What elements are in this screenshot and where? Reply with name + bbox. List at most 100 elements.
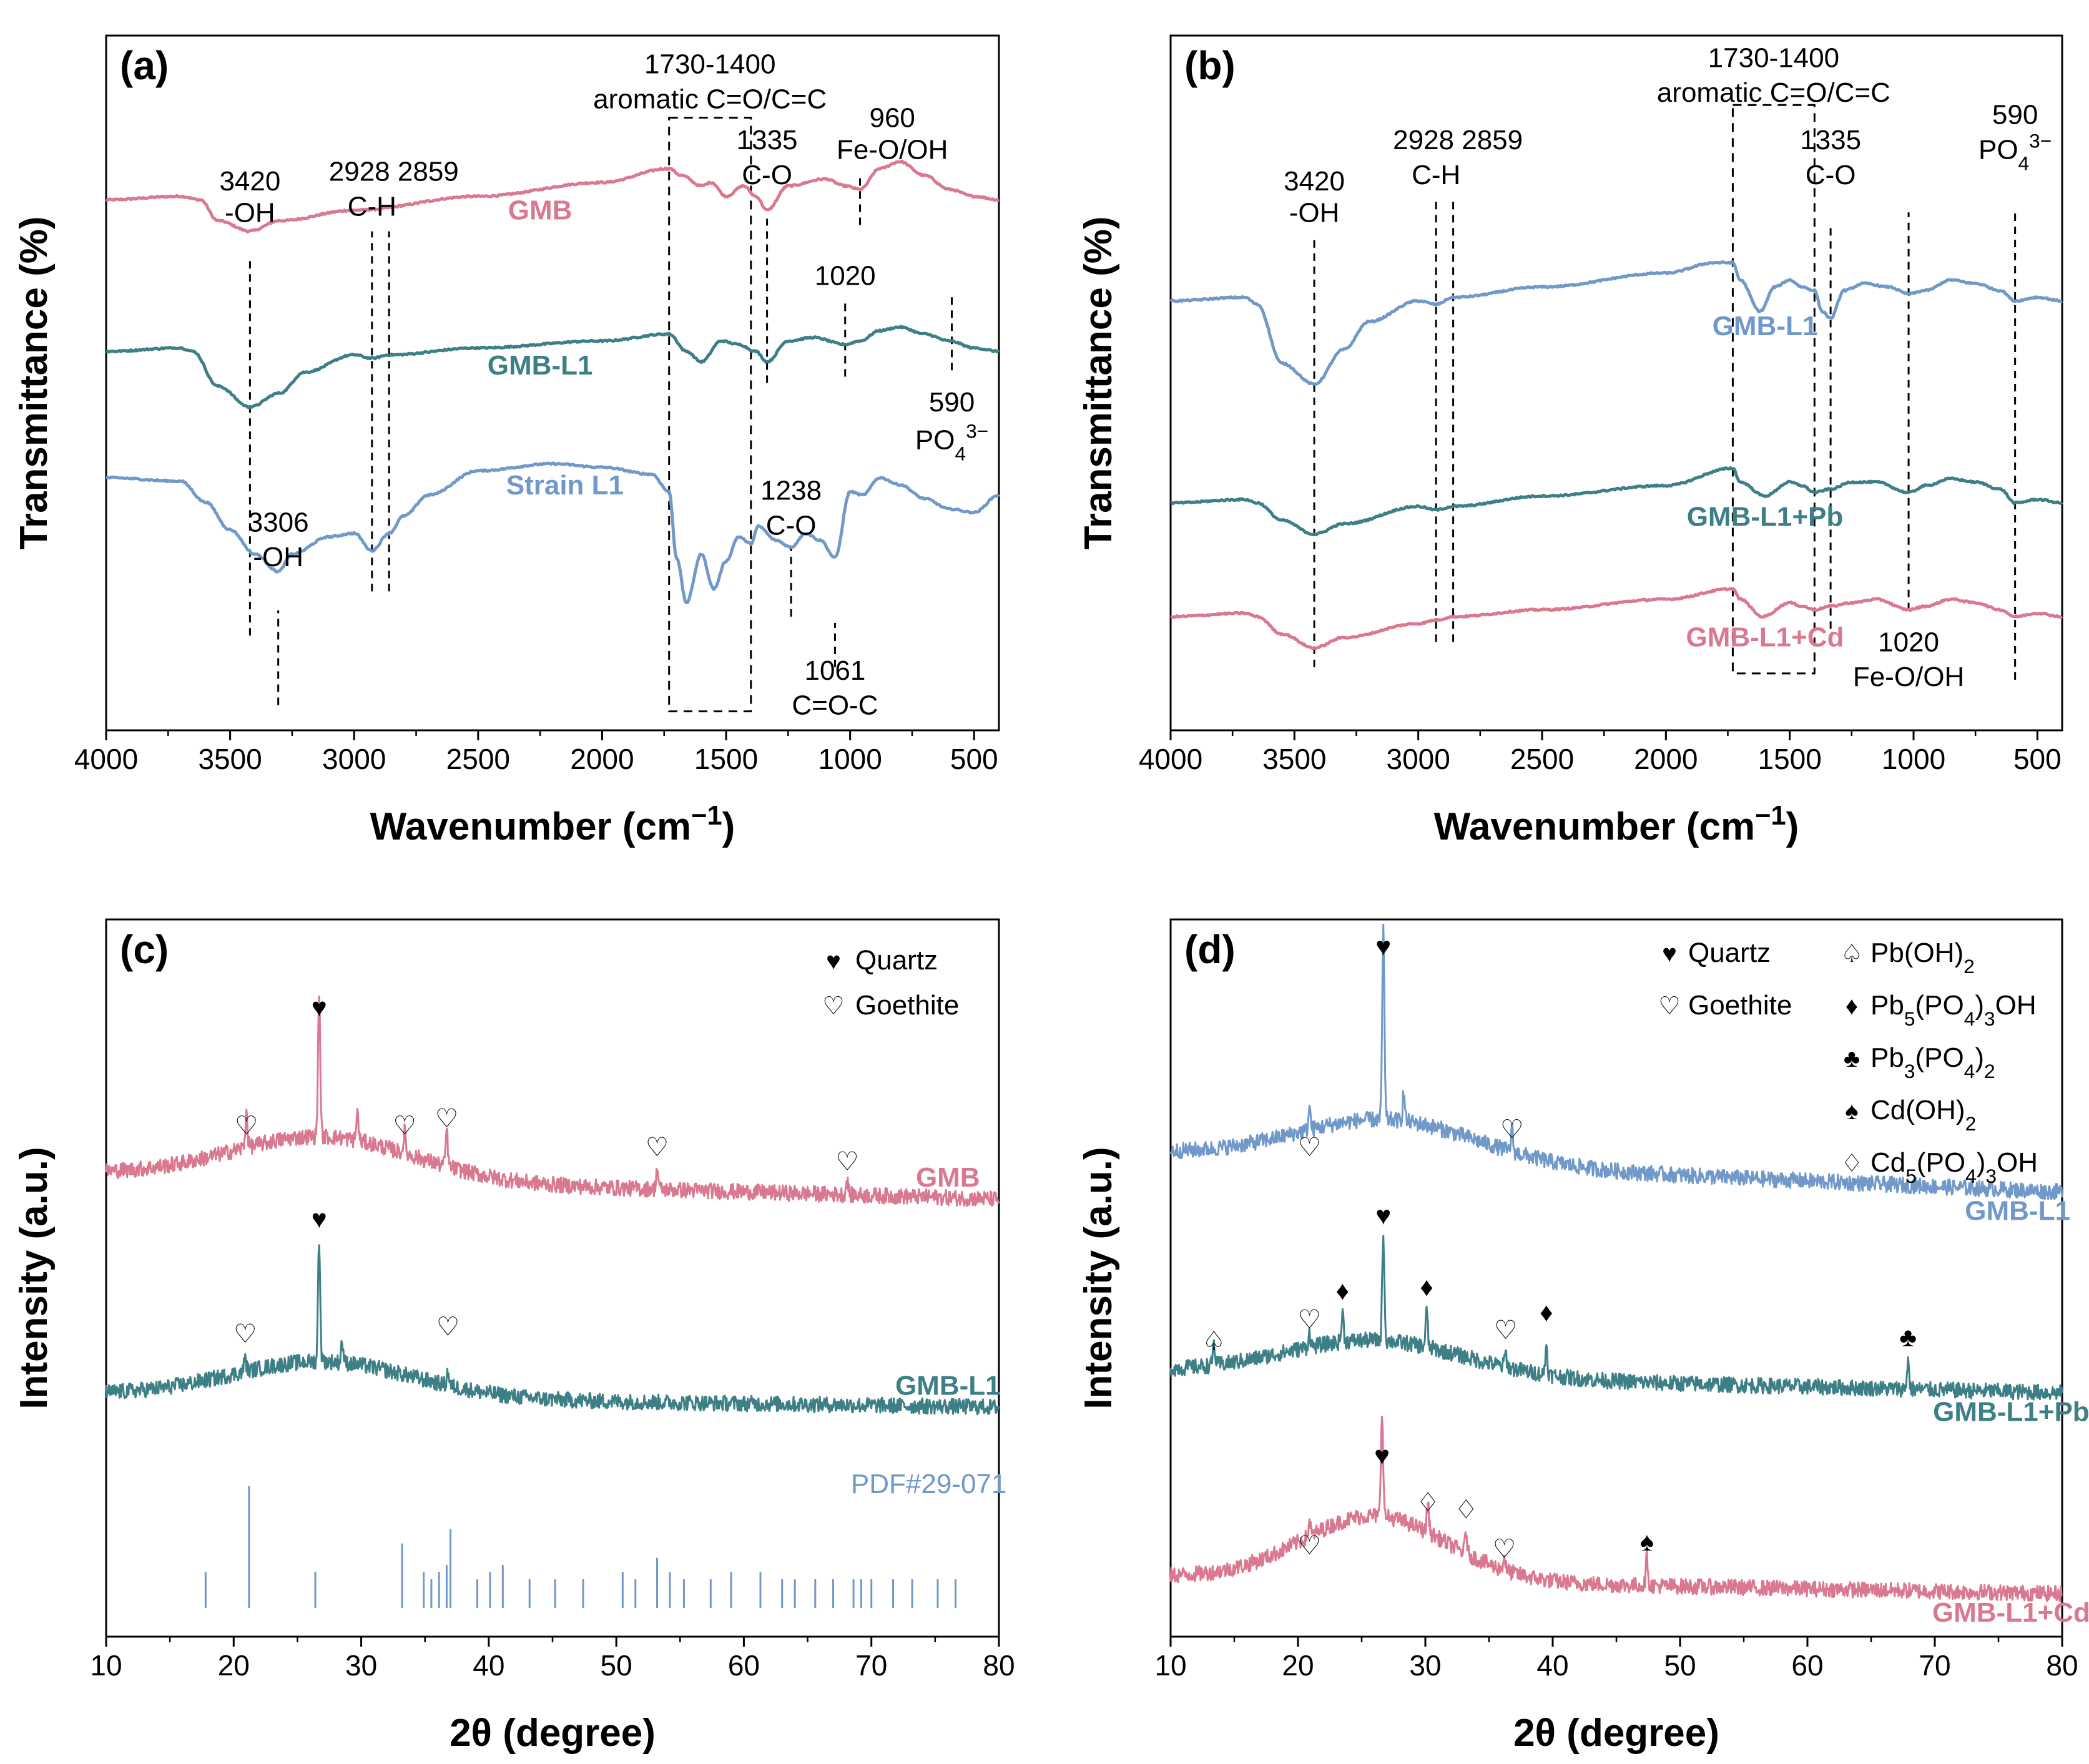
x-tick-label: 2000 [570, 743, 634, 775]
peak-annotation: 590 [1992, 100, 2038, 130]
legend-symbol: ♡ [1658, 992, 1681, 1020]
legend-symbol: ♥ [1662, 940, 1677, 968]
phase-marker: ♡ [1298, 1531, 1322, 1560]
peak-annotation: 1335 [737, 125, 798, 155]
phase-marker: ♡ [233, 1319, 257, 1348]
plot-frame [1169, 34, 2063, 732]
peak-annotation: 1730-1400 [1708, 43, 1839, 74]
legend-label: Pb3(PO4)2 [1870, 1042, 1995, 1082]
peak-annotation: C-H [348, 191, 396, 222]
panel-d: 10 20 30 40 50 60 70 80 2θ (degree) Intensity (a.… [1077, 918, 2089, 1755]
plot-frame [105, 34, 1000, 732]
x-tick-label: 60 [1791, 1649, 1823, 1682]
peak-annotation: PO43− [1978, 129, 2052, 174]
x-axis-label: Wavenumber (cm−1) [370, 801, 735, 848]
phase-marker: ♢ [1454, 1494, 1478, 1524]
peak-annotation: 3306 [248, 507, 309, 537]
phase-marker: ♦ [1540, 1297, 1553, 1326]
x-tick-label: 70 [1919, 1649, 1950, 1682]
x-tick-label: 50 [601, 1649, 632, 1682]
series-label: GMB-L1+Pb [1687, 502, 1844, 532]
x-axis-label: Wavenumber (cm−1) [1434, 801, 1799, 848]
peak-annotation: 1061 [804, 655, 865, 686]
peak-annotation: 3420 [219, 166, 280, 197]
x-tick-label: 2500 [446, 743, 510, 775]
series-label: GMB-L1 [1965, 1196, 2070, 1227]
series-line-GMB-L1+Cd [1170, 587, 2063, 650]
phase-marker: ♥ [312, 1204, 327, 1233]
panel-label: (c) [120, 927, 169, 972]
phase-marker: ♡ [436, 1311, 460, 1341]
x-tick-label: 40 [1536, 1649, 1568, 1682]
legend-symbol: ♢ [1841, 1150, 1863, 1177]
legend-label: Quartz [1688, 938, 1771, 968]
x-axis-label: 2θ (degree) [450, 1712, 656, 1755]
peak-annotation: aromatic C=O/C=C [1657, 77, 1890, 108]
phase-marker: ♦ [1336, 1276, 1349, 1305]
peak-annotation: 2928 2859 [329, 157, 459, 187]
peak-annotation: 1730-1400 [644, 49, 775, 80]
x-tick-label: 10 [90, 1649, 122, 1682]
x-tick-label: 3500 [1262, 743, 1326, 775]
peak-annotation: 1020 [1878, 627, 1939, 658]
x-tick-label: 70 [855, 1649, 887, 1682]
x-tick-label: 20 [218, 1649, 250, 1682]
phase-marker: ♡ [435, 1104, 459, 1133]
series-label: GMB-L1+Cd [1932, 1597, 2089, 1628]
x-tick-label: 1500 [694, 743, 758, 775]
x-tick-label: 10 [1154, 1649, 1186, 1682]
peak-annotation: Fe-O/OH [1853, 662, 1964, 692]
series-line-GMB [105, 159, 1000, 233]
phase-marker: ♤ [1202, 1326, 1226, 1355]
series-line-GMB-L1+Pb [1170, 466, 2063, 536]
x-axis-label: 2θ (degree) [1513, 1712, 1719, 1755]
series-label: GMB [916, 1162, 980, 1193]
x-tick-label: 1000 [818, 743, 882, 775]
peak-annotation: C=O-C [792, 690, 878, 721]
peak-annotation: 3420 [1284, 166, 1345, 197]
x-tick-label: 80 [2046, 1649, 2078, 1682]
peak-annotation: 960 [869, 103, 915, 134]
phase-marker: ♥ [1374, 1441, 1390, 1470]
peak-annotation: 1335 [1800, 125, 1861, 155]
legend-label: Pb5(PO4)3OH [1870, 990, 2037, 1030]
panel-label: (a) [120, 43, 169, 88]
x-tick-label: 4000 [1139, 743, 1202, 775]
series-label: GMB-L1 [895, 1370, 1001, 1401]
y-axis-label: Transmittance (%) [12, 216, 56, 549]
peak-annotation: -OH [225, 197, 275, 228]
x-tick-label: 500 [2013, 743, 2062, 775]
phase-marker: ♢ [1416, 1487, 1440, 1517]
x-tick-label: 4000 [74, 743, 138, 775]
peak-annotation: -OH [1289, 197, 1340, 228]
peak-annotation: aromatic C=O/C=C [593, 84, 827, 114]
legend-label: Pb(OH)2 [1870, 938, 1975, 978]
peak-annotation: C-H [1412, 160, 1460, 190]
series-line-GMB-L1 [106, 325, 1000, 409]
region-box [668, 117, 752, 713]
phase-marker: ♥ [312, 992, 327, 1022]
legend-label: Goethite [1688, 990, 1792, 1021]
series-line-GMB-L1 [1169, 923, 2063, 1200]
peak-annotation: 590 [929, 387, 975, 418]
legend-label: Cd5(PO4)3OH [1870, 1147, 2038, 1187]
x-tick-label: 2000 [1634, 743, 1698, 775]
legend-symbol: ♣ [1844, 1045, 1860, 1072]
series-label: GMB-L1+Cd [1686, 622, 1844, 652]
legend-symbol: ♠ [1845, 1097, 1858, 1125]
x-tick-label: 30 [1409, 1649, 1441, 1682]
x-tick-label: 3500 [198, 743, 262, 775]
x-tick-label: 2500 [1510, 743, 1574, 775]
legend-label: Quartz [855, 945, 938, 976]
legend-symbol: ♦ [1846, 992, 1858, 1020]
phase-marker: ♥ [1375, 931, 1391, 961]
x-tick-label: 20 [1282, 1649, 1314, 1682]
panel-b: 4000 3500 3000 2500 2000 1500 1000 500 Wavenumbe… [1077, 34, 2063, 848]
legend-symbol: ♥ [826, 948, 841, 975]
reference-label: PDF#29-071 [851, 1469, 1006, 1499]
panel-label: (b) [1184, 43, 1236, 88]
phase-marker: ♡ [835, 1147, 859, 1176]
peak-annotation: PO43− [915, 420, 988, 465]
legend-label: Cd(OH)2 [1870, 1095, 1976, 1135]
